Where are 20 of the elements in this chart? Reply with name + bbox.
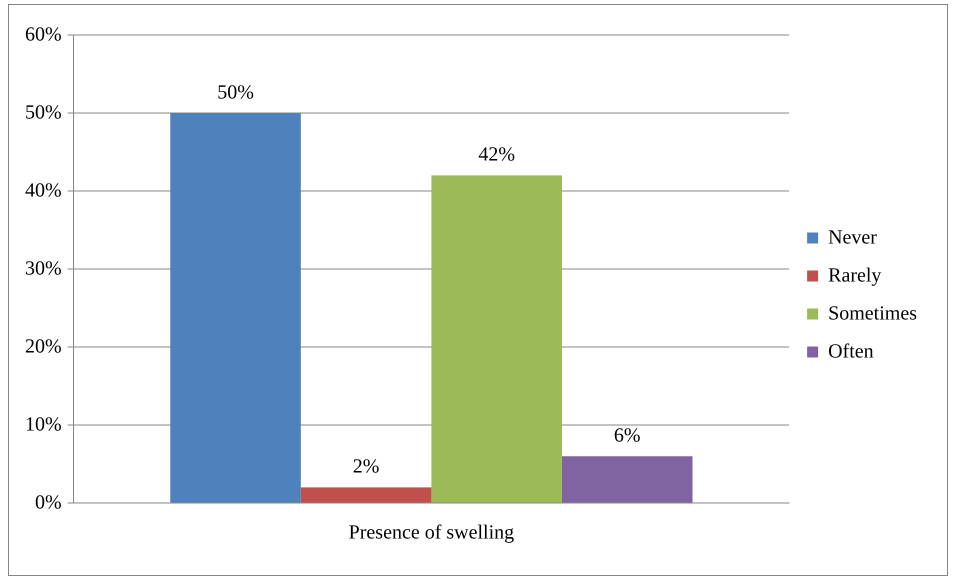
- data-label: 6%: [614, 424, 641, 446]
- data-label: 2%: [352, 456, 380, 478]
- x-tick-label: Presence of swelling: [348, 521, 514, 544]
- legend-label: Rarely: [828, 264, 882, 286]
- y-tick-label: 20%: [24, 335, 62, 358]
- bar: [300, 487, 432, 502]
- legend-label: Often: [828, 340, 874, 362]
- bar: [431, 175, 562, 502]
- bar: [170, 113, 301, 502]
- legend-label: Sometimes: [828, 302, 918, 324]
- data-label: 42%: [478, 144, 516, 166]
- data-label: 50%: [217, 81, 254, 104]
- bar: [562, 456, 693, 502]
- y-tick-label: 60%: [24, 23, 62, 46]
- y-tick-label: 10%: [24, 413, 62, 436]
- legend-label: Never: [828, 226, 878, 248]
- y-tick-label: 50%: [24, 101, 62, 124]
- y-tick-label: 0%: [34, 491, 62, 514]
- y-tick-label: 40%: [24, 179, 62, 202]
- y-tick-label: 30%: [24, 257, 62, 280]
